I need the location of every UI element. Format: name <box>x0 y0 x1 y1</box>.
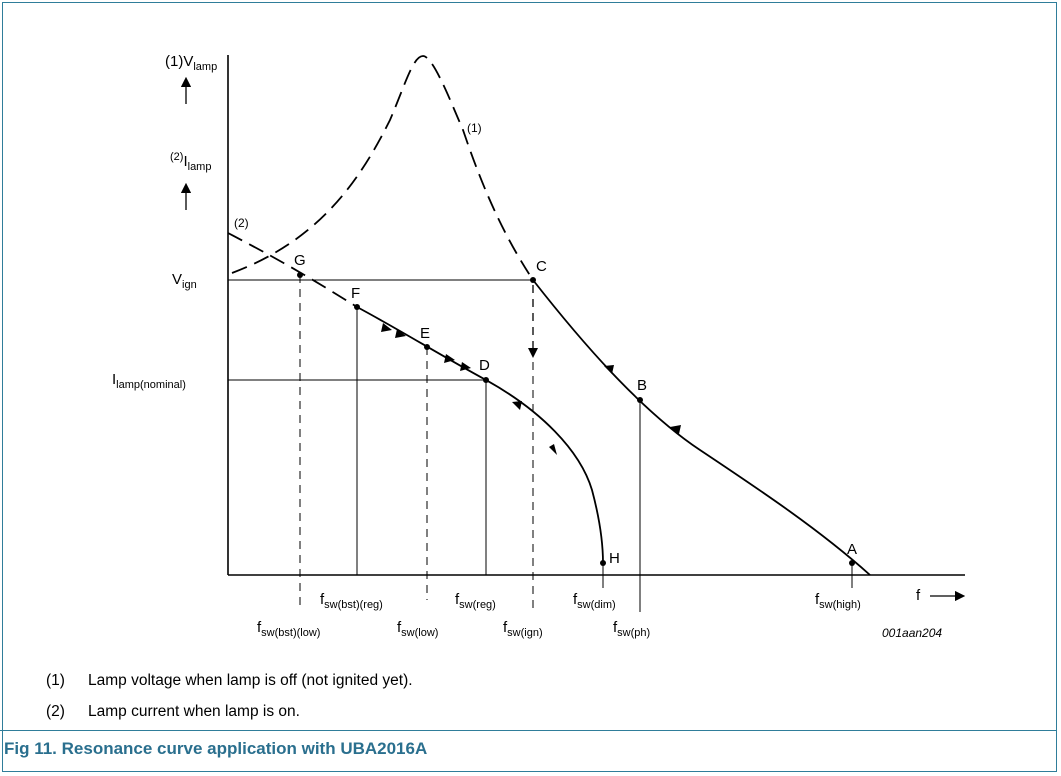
figure-caption: Fig 11. Resonance curve application with… <box>0 730 1057 772</box>
arrow-dh-up <box>512 401 522 410</box>
point-g <box>297 272 303 278</box>
caption-text: Fig 11. Resonance curve application with… <box>4 739 428 758</box>
point-c <box>530 277 536 283</box>
note-2: (2) Lamp current when lamp is on. <box>46 703 300 721</box>
point-d <box>483 377 489 383</box>
f-high-label: fsw(high) <box>815 591 861 611</box>
f-ph-label: fsw(ph) <box>613 619 650 639</box>
arrow-e-d-3 <box>460 362 471 371</box>
resonance-diagram: (1)Vlamp (2)Ilamp Vign Ilamp(nominal) (1… <box>112 53 966 640</box>
point-f-label: F <box>351 285 360 302</box>
point-h-label: H <box>609 550 620 567</box>
f-bst-low-label: fsw(bst)(low) <box>257 619 320 639</box>
curve-2-solid <box>356 306 604 564</box>
c-down-arrowhead <box>528 348 538 358</box>
f-reg-label: fsw(reg) <box>455 591 496 611</box>
point-b-label: B <box>637 377 647 394</box>
point-h <box>600 560 606 566</box>
curve-2-label: (2) <box>234 216 249 230</box>
arrow-f-e <box>381 323 392 332</box>
note-1-number: (1) <box>46 672 65 689</box>
point-e <box>424 344 430 350</box>
y-label-1: (1)Vlamp <box>165 53 217 73</box>
f-low-label: fsw(low) <box>397 619 438 639</box>
curve-1-label: (1) <box>467 121 482 135</box>
arrow-e-d-2 <box>444 354 455 363</box>
curve-2-dashed <box>227 232 358 308</box>
point-b <box>637 397 643 403</box>
note-1-text: Lamp voltage when lamp is off (not ignit… <box>88 672 413 689</box>
f-bst-reg-label: fsw(bst)(reg) <box>320 591 383 611</box>
point-f <box>354 304 360 310</box>
arrow-ba <box>670 425 681 434</box>
note-2-text: Lamp current when lamp is on. <box>88 703 300 720</box>
point-e-label: E <box>420 325 430 342</box>
point-c-label: C <box>536 258 547 275</box>
curve-1-dashed <box>231 55 534 281</box>
point-a <box>849 560 855 566</box>
arrow-cb <box>604 365 614 374</box>
y-label-2: (2)Ilamp <box>170 151 211 173</box>
point-a-label: A <box>847 541 857 558</box>
note-2-number: (2) <box>46 703 65 720</box>
note-1: (1) Lamp voltage when lamp is off (not ig… <box>46 672 413 690</box>
f-ign-label: fsw(ign) <box>503 619 543 639</box>
point-d-label: D <box>479 357 490 374</box>
x-axis-label: f <box>916 587 921 604</box>
figure-code: 001aan204 <box>882 626 942 640</box>
v-ign-label: Vign <box>172 271 197 291</box>
arrow-dh-down <box>549 444 557 455</box>
point-g-label: G <box>294 252 306 269</box>
arrow-e-d-1 <box>395 329 406 338</box>
curve-1-solid <box>532 279 871 576</box>
f-dim-label: fsw(dim) <box>573 591 616 611</box>
i-nominal-label: Ilamp(nominal) <box>112 371 186 391</box>
